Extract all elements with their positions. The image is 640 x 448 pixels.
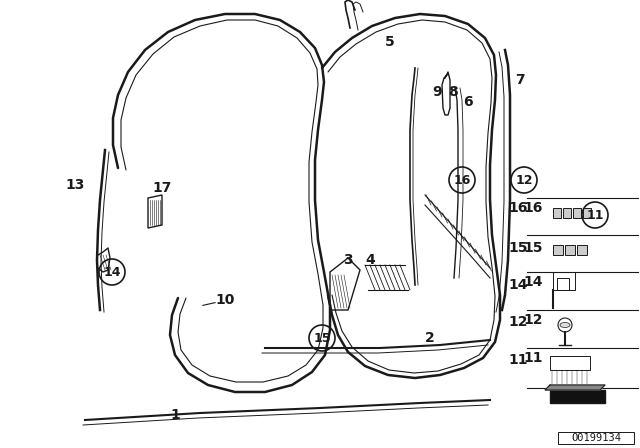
Text: 11: 11: [524, 351, 543, 365]
Text: 12: 12: [524, 313, 543, 327]
Bar: [577, 245, 587, 255]
Text: 8: 8: [448, 85, 458, 99]
Text: 9: 9: [432, 85, 442, 99]
Text: O0199134: O0199134: [571, 433, 621, 443]
Text: 5: 5: [385, 35, 395, 49]
Bar: [553, 272, 575, 290]
Polygon shape: [545, 385, 605, 390]
Polygon shape: [550, 390, 605, 403]
Text: 4: 4: [365, 253, 375, 267]
Text: 1: 1: [170, 408, 180, 422]
Text: 15: 15: [313, 332, 331, 345]
Text: 11: 11: [508, 353, 528, 367]
Bar: [550, 356, 590, 370]
Bar: [553, 208, 561, 218]
Text: 11: 11: [586, 208, 604, 221]
Text: 2: 2: [425, 331, 435, 345]
Bar: [557, 278, 569, 290]
Bar: [553, 245, 563, 255]
Text: 6: 6: [463, 95, 473, 109]
Text: 10: 10: [215, 293, 235, 307]
Text: 15: 15: [524, 241, 543, 255]
Text: 15: 15: [508, 241, 528, 255]
Text: 16: 16: [453, 173, 470, 186]
Text: 7: 7: [515, 73, 525, 87]
Text: 3: 3: [343, 253, 353, 267]
Text: 12: 12: [508, 315, 528, 329]
Text: 16: 16: [508, 201, 528, 215]
Bar: [558, 432, 634, 444]
Text: 14: 14: [103, 266, 121, 279]
Bar: [563, 208, 571, 218]
Ellipse shape: [560, 323, 570, 327]
Text: 12: 12: [515, 173, 532, 186]
Bar: [583, 208, 591, 218]
Text: 13: 13: [65, 178, 84, 192]
Text: 14: 14: [508, 278, 528, 292]
Text: 14: 14: [524, 275, 543, 289]
Text: 16: 16: [524, 201, 543, 215]
Text: 17: 17: [152, 181, 172, 195]
Bar: [565, 245, 575, 255]
Bar: [573, 208, 581, 218]
